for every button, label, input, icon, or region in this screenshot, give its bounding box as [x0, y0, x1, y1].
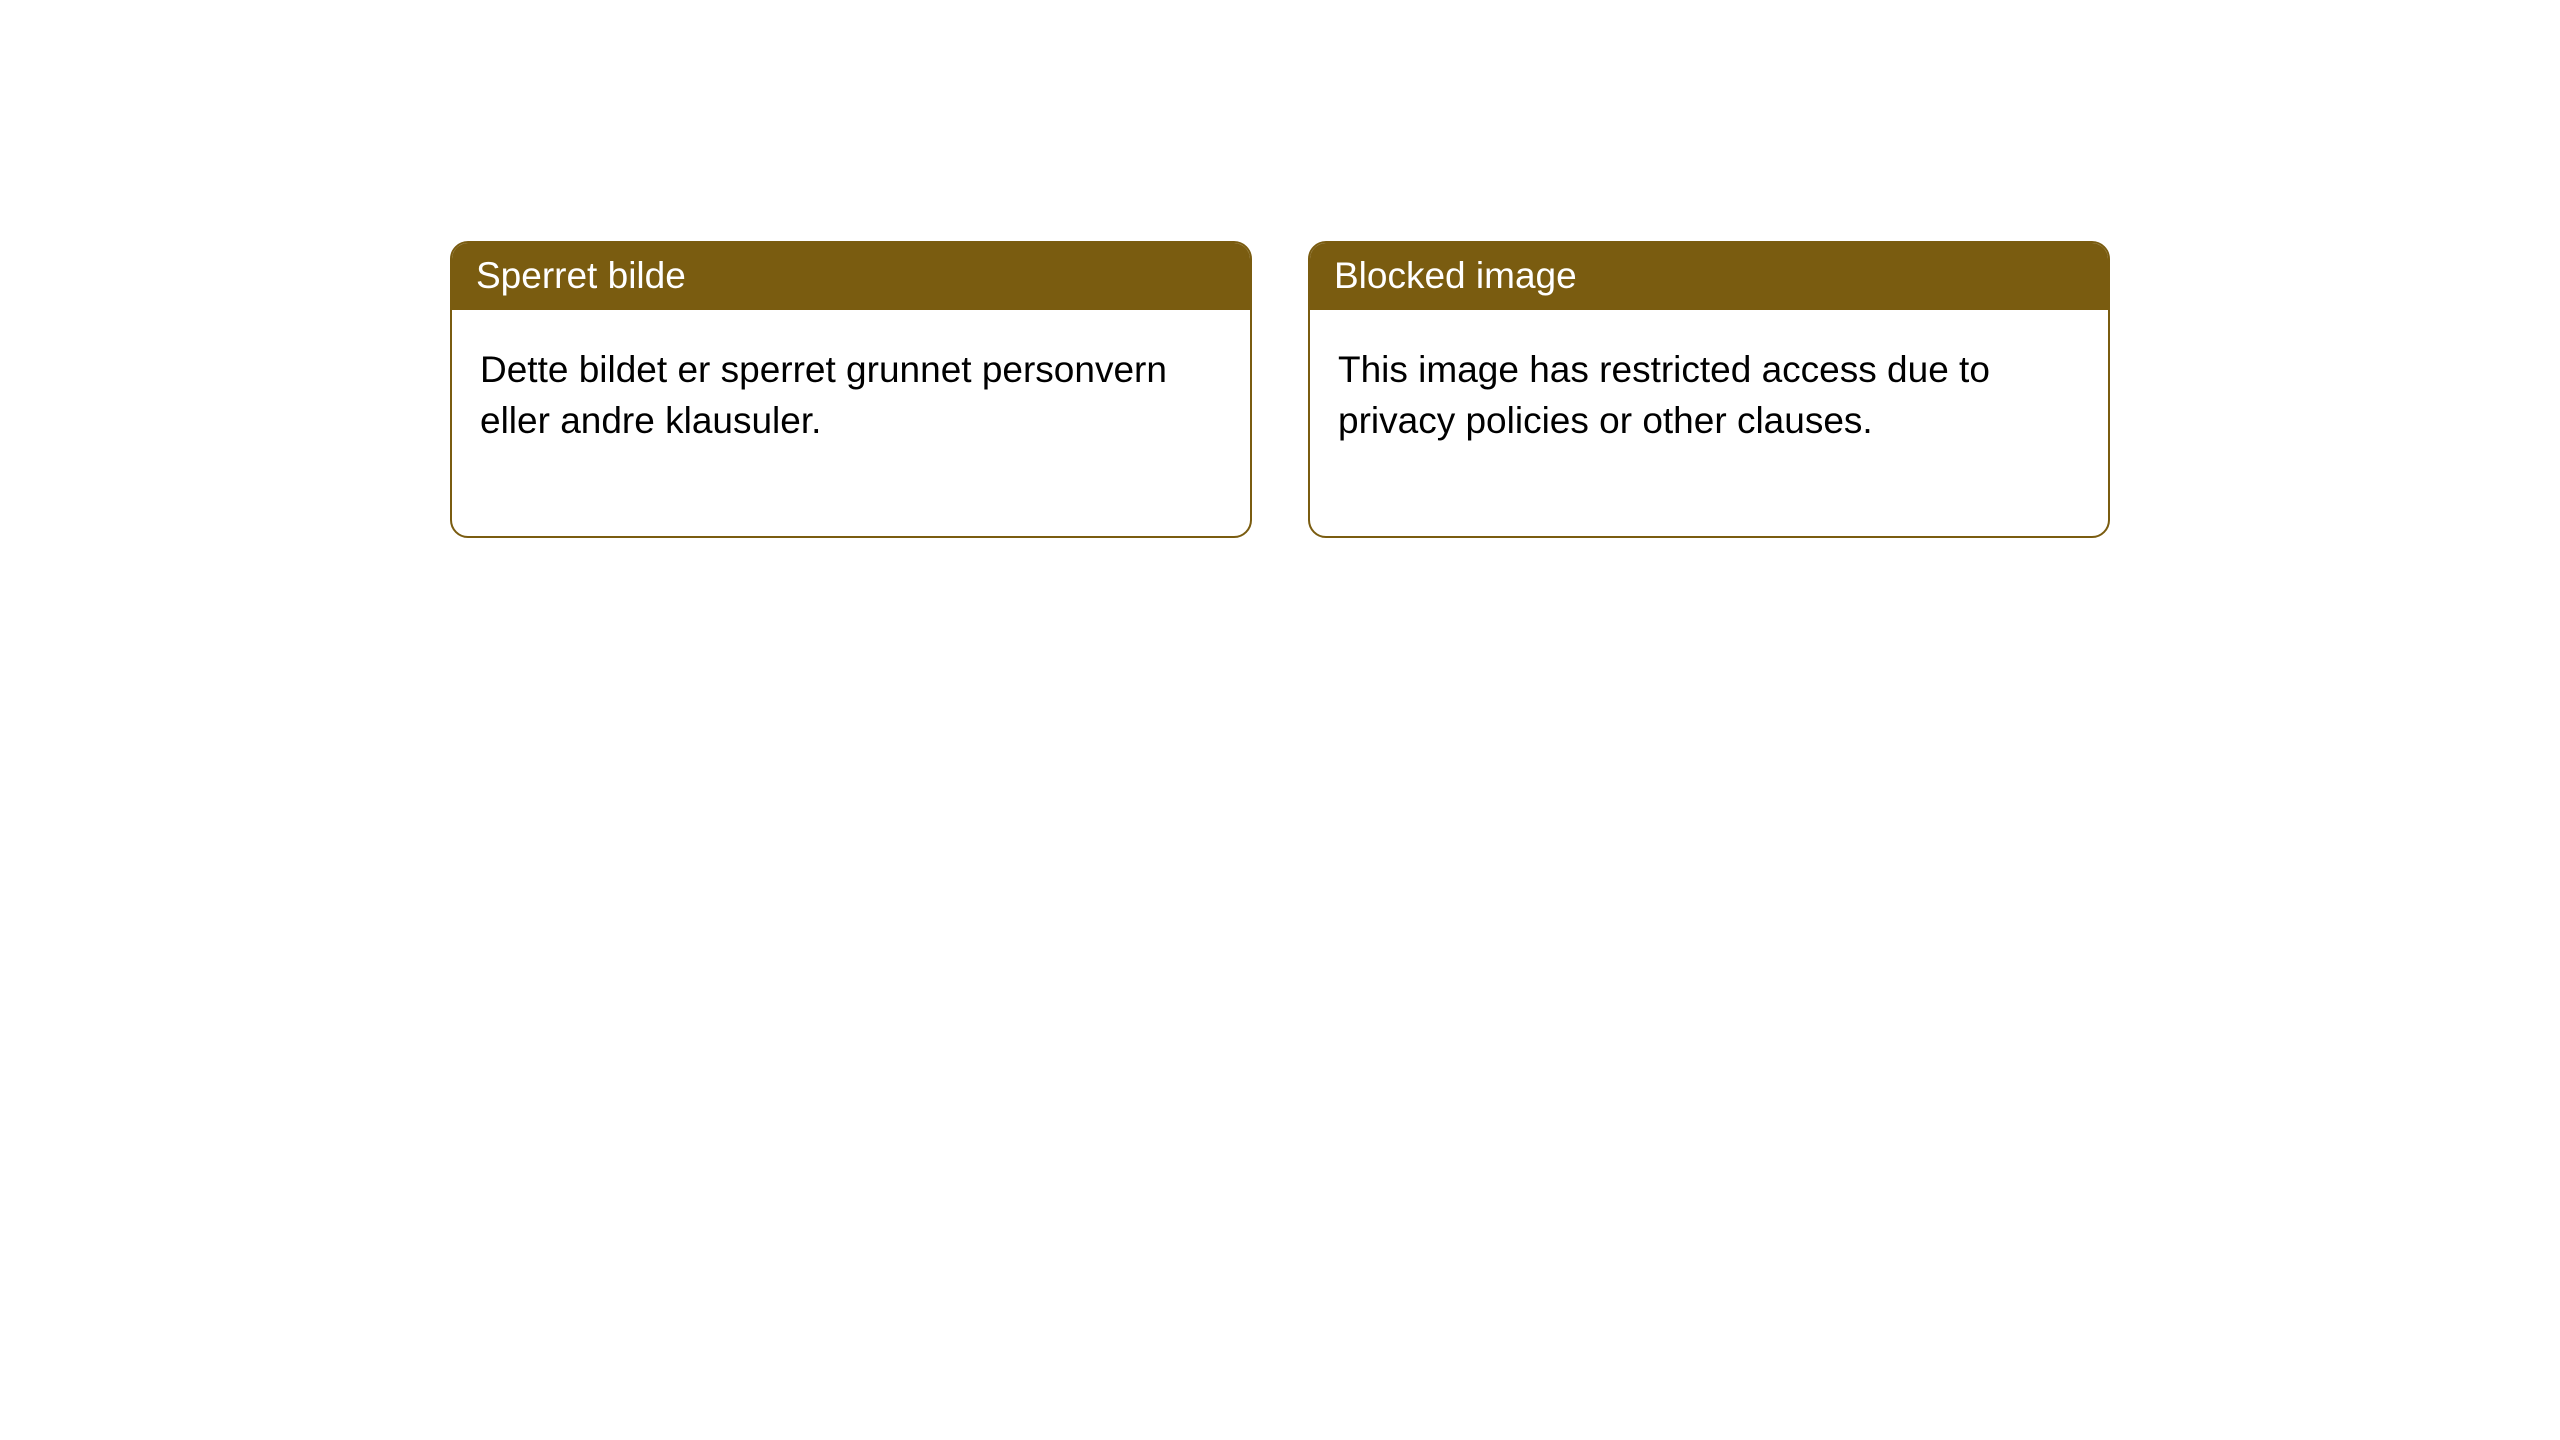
notice-header: Sperret bilde	[452, 243, 1250, 310]
notice-text: Dette bildet er sperret grunnet personve…	[480, 349, 1167, 441]
notice-title: Blocked image	[1334, 255, 1577, 296]
notice-body: Dette bildet er sperret grunnet personve…	[452, 310, 1250, 536]
notice-container: Sperret bilde Dette bildet er sperret gr…	[0, 0, 2560, 538]
notice-card-norwegian: Sperret bilde Dette bildet er sperret gr…	[450, 241, 1252, 538]
notice-card-english: Blocked image This image has restricted …	[1308, 241, 2110, 538]
notice-title: Sperret bilde	[476, 255, 686, 296]
notice-header: Blocked image	[1310, 243, 2108, 310]
notice-body: This image has restricted access due to …	[1310, 310, 2108, 536]
notice-text: This image has restricted access due to …	[1338, 349, 1990, 441]
